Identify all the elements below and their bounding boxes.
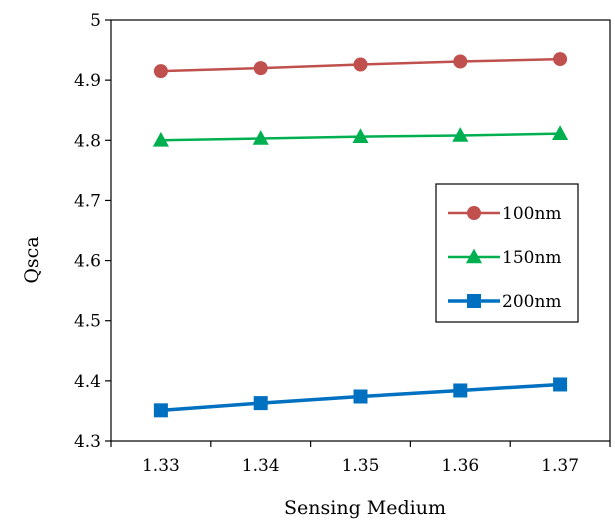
data-point-100nm	[253, 61, 268, 76]
y-tick-label: 5	[90, 11, 101, 31]
data-point-100nm	[453, 54, 468, 69]
legend-label-200nm: 200nm	[502, 292, 562, 312]
x-tick-label: 1.33	[142, 456, 180, 476]
legend-label-150nm: 150nm	[502, 248, 562, 268]
data-point-150nm	[352, 128, 369, 143]
data-point-200nm	[453, 383, 468, 398]
series-150nm	[152, 125, 569, 147]
data-point-150nm	[252, 130, 269, 145]
legend: 100nm 150nm 200nm	[435, 183, 579, 323]
x-tick-label: 1.34	[242, 456, 280, 476]
legend-box	[435, 183, 579, 323]
data-point-150nm	[452, 127, 469, 142]
data-point-150nm	[552, 125, 569, 140]
legend-marker-200nm	[467, 294, 481, 308]
x-tick-label: 1.36	[441, 456, 479, 476]
x-tick-label: 1.35	[342, 456, 380, 476]
data-point-200nm	[353, 389, 368, 404]
legend-marker-150nm	[465, 248, 483, 264]
y-tick-label: 4.7	[74, 191, 101, 211]
y-tick-label: 4.4	[74, 372, 101, 392]
y-tick-label: 4.8	[74, 131, 101, 151]
y-tick-label: 4.6	[74, 252, 101, 272]
data-point-200nm	[153, 403, 168, 418]
data-point-150nm	[152, 131, 169, 147]
data-point-100nm	[553, 52, 568, 67]
data-point-100nm	[153, 64, 168, 79]
legend-marker-100nm	[467, 206, 481, 220]
series-100nm	[153, 52, 568, 79]
legend-label-100nm: 100nm	[502, 204, 562, 224]
x-axis-title: Sensing Medium	[284, 497, 446, 519]
data-point-100nm	[353, 57, 368, 72]
series-200nm	[153, 377, 568, 418]
plot-border	[110, 19, 611, 442]
y-axis-title: Qsca	[21, 236, 43, 283]
y-tick-label: 4.9	[74, 71, 101, 91]
plot-area: 4.3 4.4 4.5 4.6 4.7 4.8 4.9 5 1.33 1.34 1.35 1.36 1.…	[74, 11, 611, 476]
y-tick-label: 4.5	[74, 312, 101, 332]
data-point-200nm	[253, 396, 268, 411]
y-tick-label: 4.3	[74, 432, 101, 452]
x-tick-label: 1.37	[541, 456, 579, 476]
data-point-200nm	[553, 377, 568, 392]
